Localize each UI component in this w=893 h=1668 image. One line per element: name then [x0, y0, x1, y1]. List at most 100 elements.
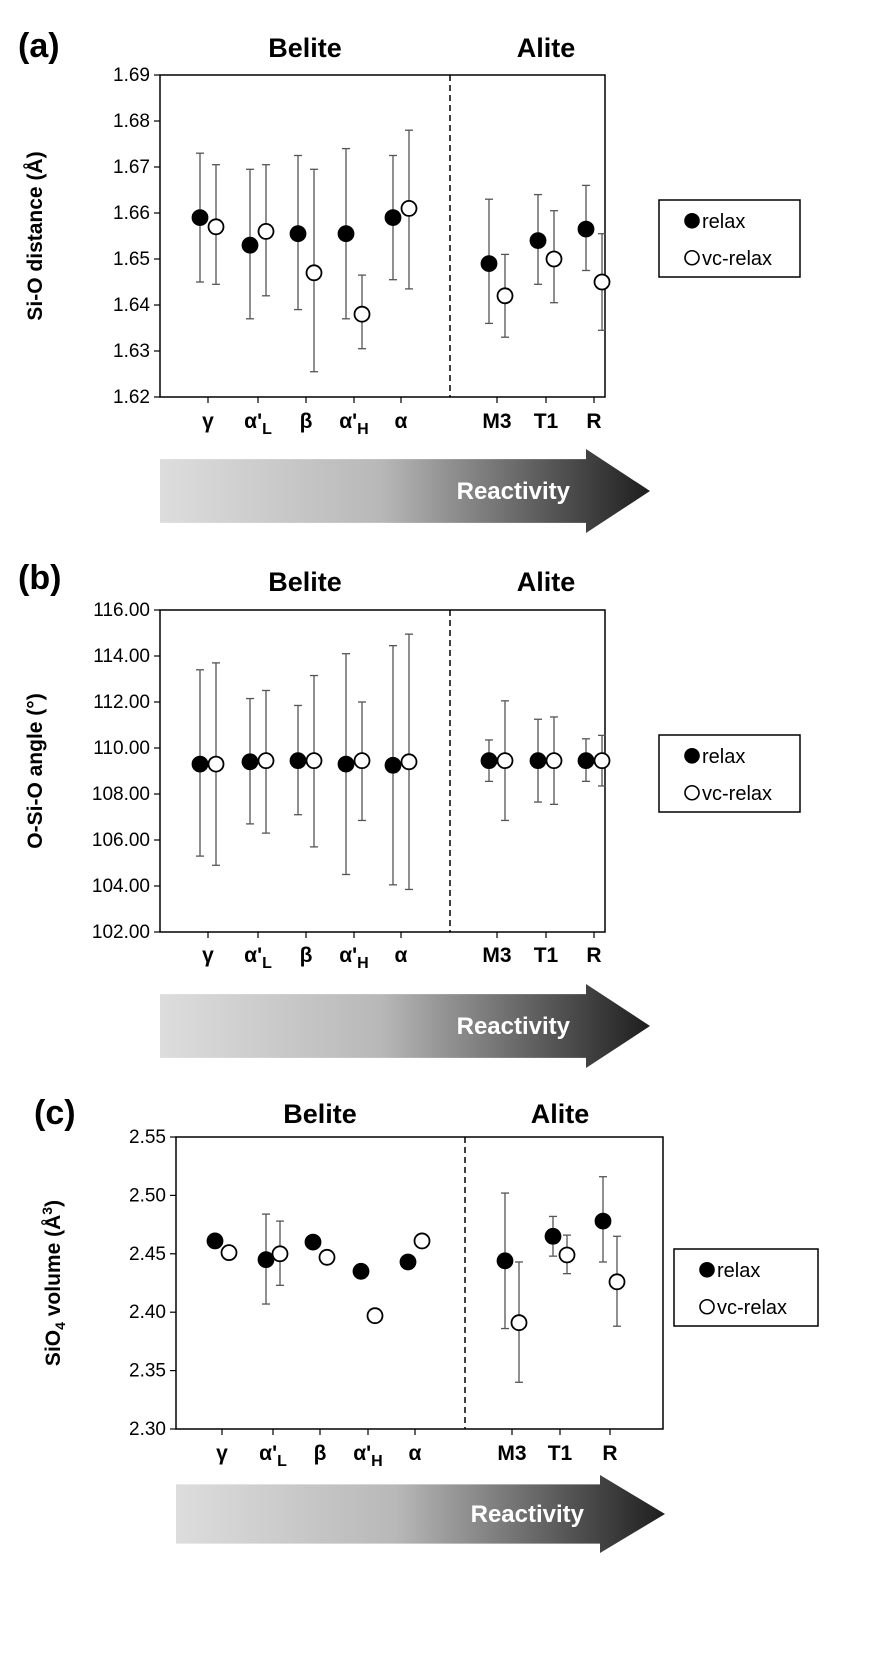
y-tick-label: 102.00 — [92, 922, 150, 943]
y-tick-label: 110.00 — [93, 738, 150, 759]
category-label: M3 — [482, 410, 511, 433]
category-label: T1 — [548, 1442, 573, 1465]
point-relax — [241, 236, 259, 254]
point-vc-relax — [305, 264, 323, 282]
legend: relax vc-relax — [673, 1248, 819, 1327]
y-axis-title: SiO4 volume (Å3) — [39, 1200, 68, 1366]
group-title-belite: Belite — [283, 1099, 357, 1129]
point-relax — [191, 755, 209, 773]
category-label: R — [586, 410, 601, 433]
panel-3: (c) Belite Alite 2.30 2.35 2.40 2.45 2.50 2.55 γ α… — [34, 1094, 819, 1553]
point-vc-relax — [593, 752, 611, 770]
point-vc-relax — [271, 1245, 289, 1263]
point-vc-relax — [496, 752, 514, 770]
point-vc-relax — [545, 752, 563, 770]
category-label: α'L — [259, 1442, 287, 1470]
category-label: α'L — [244, 410, 272, 438]
legend-label-relax: relax — [717, 1260, 760, 1282]
point-relax — [577, 220, 595, 238]
point-relax — [496, 1252, 514, 1270]
legend-label-vc-relax: vc-relax — [702, 783, 772, 805]
category-label: γ — [202, 944, 214, 967]
point-relax — [304, 1233, 322, 1251]
category-label: T1 — [534, 944, 559, 967]
point-vc-relax — [608, 1273, 626, 1291]
point-vc-relax — [510, 1314, 528, 1332]
point-vc-relax — [353, 305, 371, 323]
point-relax — [529, 232, 547, 250]
y-tick-label: 2.55 — [129, 1127, 166, 1148]
y-tick-label: 1.69 — [113, 65, 150, 86]
point-relax — [577, 752, 595, 770]
point-vc-relax — [400, 199, 418, 217]
group-title-alite: Alite — [517, 33, 576, 63]
y-tick-label: 112.00 — [93, 692, 150, 713]
y-tick-label: 1.68 — [113, 111, 150, 132]
legend: relax vc-relax — [658, 199, 801, 278]
point-relax — [529, 752, 547, 770]
point-relax — [480, 255, 498, 273]
legend-marker-vc-relax — [684, 249, 700, 266]
legend-box — [673, 1248, 819, 1327]
point-relax — [594, 1212, 612, 1230]
point-relax — [352, 1262, 370, 1280]
y-tick-label: 2.45 — [129, 1244, 166, 1265]
category-label: T1 — [534, 410, 559, 433]
category-label: γ — [216, 1442, 228, 1465]
point-vc-relax — [496, 287, 514, 305]
plot-frame — [159, 609, 606, 933]
reactivity-label: Reactivity — [457, 1013, 571, 1040]
legend-box — [658, 199, 801, 278]
point-relax — [399, 1253, 417, 1271]
point-vc-relax — [220, 1244, 238, 1262]
point-relax — [384, 209, 402, 227]
point-vc-relax — [318, 1248, 336, 1266]
point-relax — [191, 209, 209, 227]
point-relax — [289, 752, 307, 770]
category-label: β — [300, 944, 313, 967]
y-tick-label: 106.00 — [92, 830, 150, 851]
reactivity-arrow — [176, 1475, 665, 1553]
y-tick-label: 114.00 — [93, 646, 150, 667]
y-tick-label: 1.63 — [113, 341, 150, 362]
panel-label: (c) — [34, 1094, 76, 1132]
category-label: α'L — [244, 944, 272, 972]
legend-label-relax: relax — [702, 746, 745, 768]
y-tick-label: 2.30 — [129, 1419, 166, 1440]
plot-frame — [175, 1136, 664, 1430]
point-relax — [337, 225, 355, 243]
y-tick-label: 1.62 — [113, 387, 150, 408]
point-relax — [544, 1227, 562, 1245]
legend-label-vc-relax: vc-relax — [717, 1297, 787, 1319]
legend-label-vc-relax: vc-relax — [702, 248, 772, 270]
category-label: M3 — [482, 944, 511, 967]
point-vc-relax — [257, 752, 275, 770]
category-label: R — [586, 944, 601, 967]
point-vc-relax — [366, 1307, 384, 1325]
y-axis-title: Si-O distance (Å) — [23, 151, 47, 320]
y-axis-title: O-Si-O angle (°) — [24, 693, 47, 848]
panel-label: (a) — [18, 27, 60, 65]
legend-marker-relax — [684, 747, 700, 764]
category-label: α — [409, 1442, 422, 1465]
category-label: α'H — [353, 1442, 382, 1470]
legend: relax vc-relax — [658, 734, 801, 813]
reactivity-arrow — [160, 449, 650, 533]
panel-2: (b) Belite Alite 102.00 104.00 106.00 108.00 11… — [18, 559, 801, 1068]
y-tick-label: 1.66 — [113, 203, 150, 224]
category-label: β — [314, 1442, 327, 1465]
legend-marker-vc-relax — [684, 784, 700, 801]
point-relax — [384, 756, 402, 774]
y-tick-label: 1.67 — [113, 157, 150, 178]
y-tick-label: 1.65 — [113, 249, 150, 270]
category-label: α — [395, 410, 408, 433]
point-vc-relax — [593, 273, 611, 291]
point-relax — [289, 225, 307, 243]
group-title-belite: Belite — [268, 33, 342, 63]
legend-marker-vc-relax — [699, 1298, 715, 1315]
panel-1: (a) Belite Alite 1.62 1.63 1.64 1.65 1.66 1.67 1.… — [18, 27, 801, 533]
point-relax — [206, 1232, 224, 1250]
panel-label: (b) — [18, 559, 61, 597]
point-vc-relax — [400, 753, 418, 771]
